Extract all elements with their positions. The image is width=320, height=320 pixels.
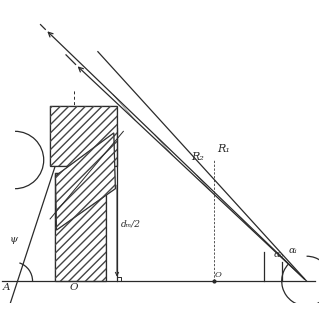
Polygon shape [55,173,106,281]
Text: R₂: R₂ [191,152,204,162]
Text: dₘ/2: dₘ/2 [121,219,141,228]
Polygon shape [50,106,117,166]
Text: A: A [3,283,10,292]
Text: O: O [214,271,221,279]
Polygon shape [55,133,116,230]
Text: ψ: ψ [10,235,18,244]
Text: O: O [70,283,78,292]
Text: αₒ: αₒ [273,250,284,259]
Text: B: B [76,186,84,195]
Text: αᵢ: αᵢ [289,246,298,255]
Text: R₁: R₁ [217,144,230,154]
